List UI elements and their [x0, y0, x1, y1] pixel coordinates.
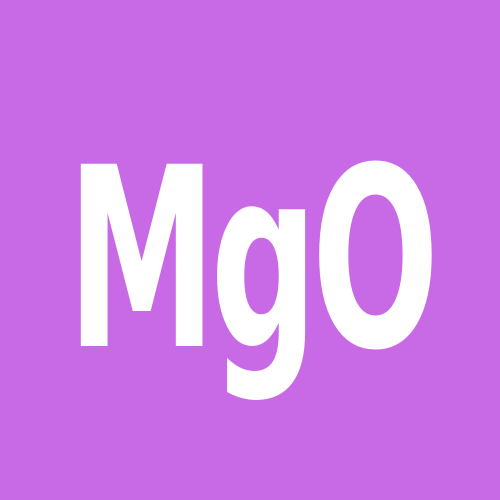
formula-text: MgO [66, 114, 439, 405]
